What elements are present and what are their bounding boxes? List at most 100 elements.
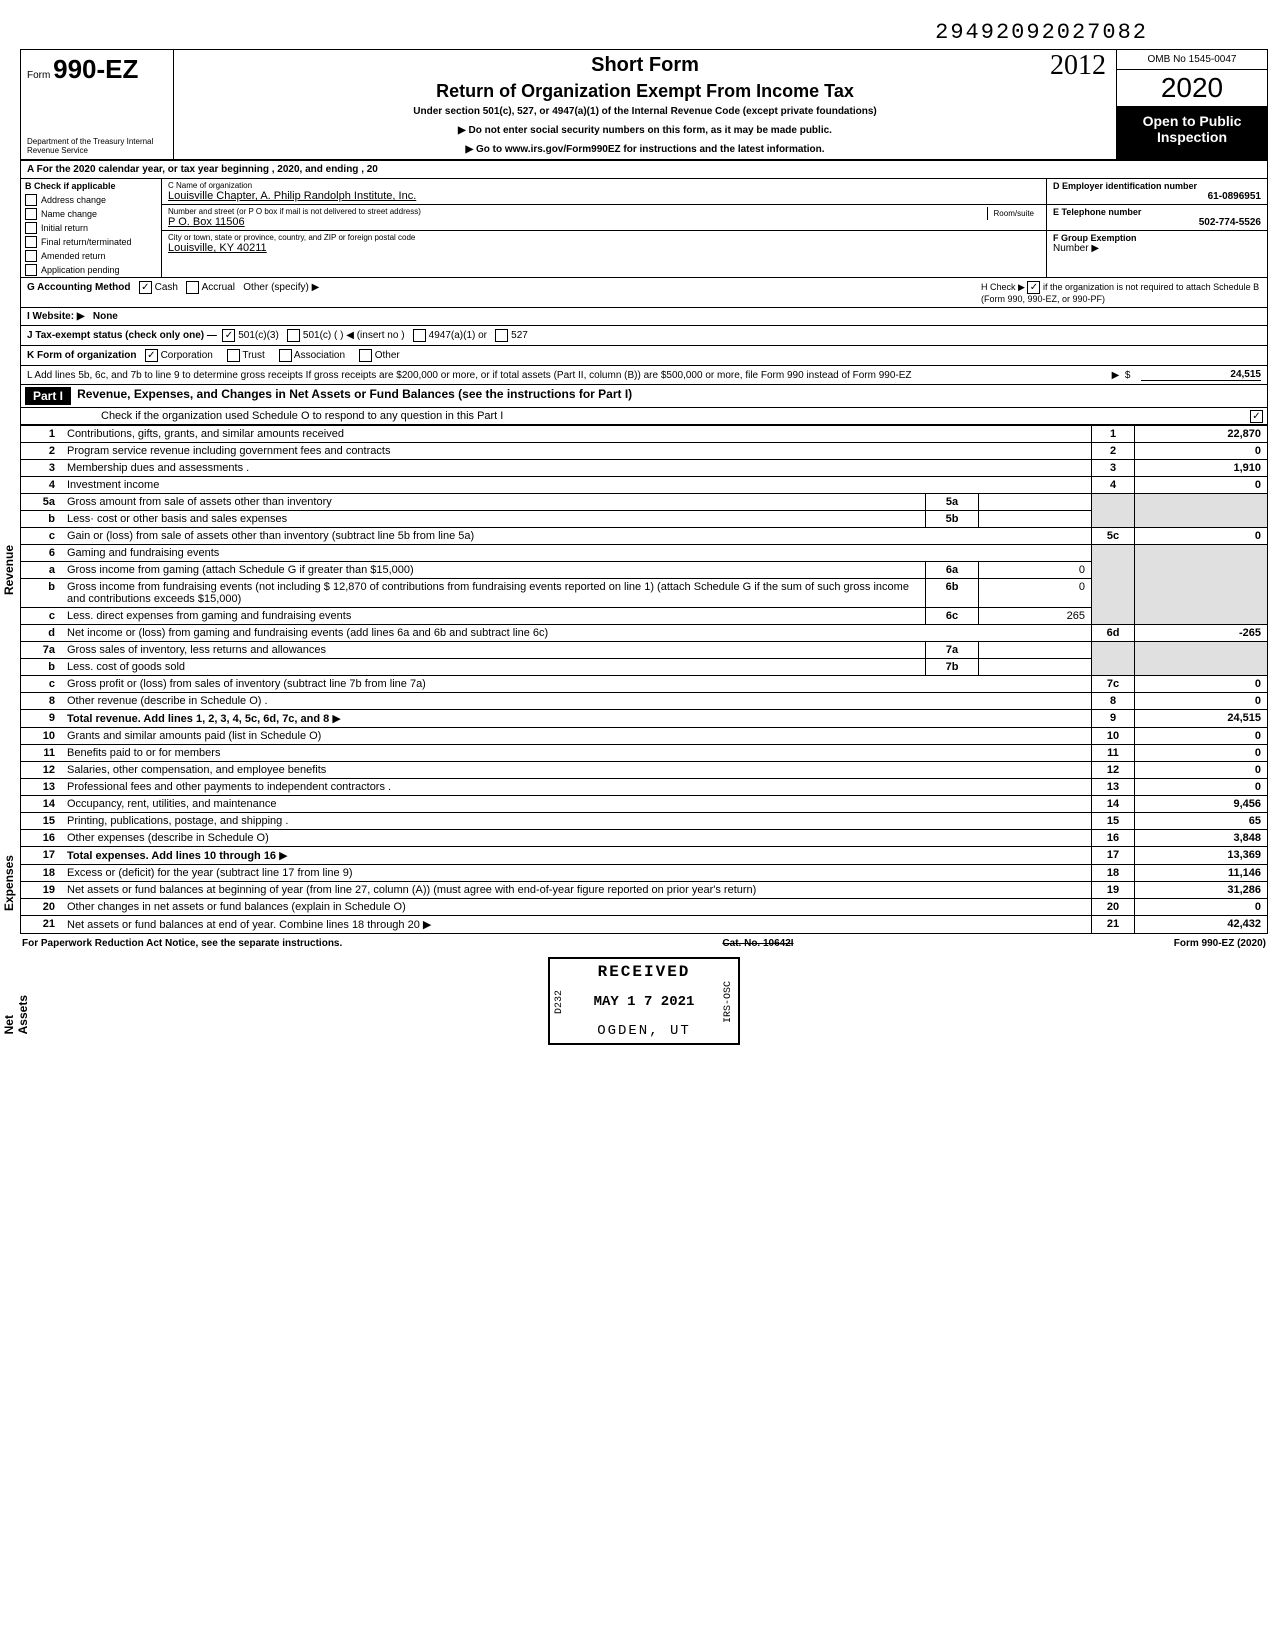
line-6b-no: b bbox=[21, 579, 62, 608]
line-2-desc: Program service revenue including govern… bbox=[61, 443, 1092, 460]
line-7c-box: 7c bbox=[1092, 676, 1135, 693]
line-16-amt: 3,848 bbox=[1135, 830, 1268, 847]
chk-527[interactable] bbox=[495, 329, 508, 342]
line-6d-no: d bbox=[21, 625, 62, 642]
handwritten-year: 2012 bbox=[1050, 50, 1106, 82]
lbl-trust: Trust bbox=[242, 350, 264, 361]
form-header: Form 990-EZ Department of the Treasury I… bbox=[20, 49, 1268, 161]
lbl-4947: 4947(a)(1) or bbox=[429, 330, 487, 341]
line-18-amt: 11,146 bbox=[1135, 865, 1268, 882]
line-1-no: 1 bbox=[21, 426, 62, 443]
lbl-other-org: Other bbox=[375, 350, 400, 361]
chk-address-change[interactable] bbox=[25, 194, 37, 206]
chk-trust[interactable] bbox=[227, 349, 240, 362]
line-11-no: 11 bbox=[21, 745, 62, 762]
phone-label: E Telephone number bbox=[1053, 207, 1261, 217]
line-7a-desc: Gross sales of inventory, less returns a… bbox=[61, 642, 926, 659]
line-11-amt: 0 bbox=[1135, 745, 1268, 762]
line-8-no: 8 bbox=[21, 693, 62, 710]
subtitle: Under section 501(c), 527, or 4947(a)(1)… bbox=[184, 106, 1106, 117]
line-1-box: 1 bbox=[1092, 426, 1135, 443]
line-8-box: 8 bbox=[1092, 693, 1135, 710]
chk-corporation[interactable]: ✓ bbox=[145, 349, 158, 362]
line-17-desc: Total expenses. Add lines 10 through 16 bbox=[67, 850, 276, 862]
row-g-label: G Accounting Method bbox=[27, 282, 131, 293]
chk-schedule-b[interactable]: ✓ bbox=[1027, 281, 1040, 294]
line-5c-amt: 0 bbox=[1135, 528, 1268, 545]
line-4-no: 4 bbox=[21, 477, 62, 494]
line-6-no: 6 bbox=[21, 545, 62, 562]
line-6a-no: a bbox=[21, 562, 62, 579]
phone-value: 502-774-5526 bbox=[1053, 217, 1261, 228]
line-14-no: 14 bbox=[21, 796, 62, 813]
lbl-cash: Cash bbox=[155, 282, 178, 293]
lbl-association: Association bbox=[294, 350, 345, 361]
line-5a-desc: Gross amount from sale of assets other t… bbox=[61, 494, 926, 511]
line-6c-sublbl: 6c bbox=[926, 608, 979, 625]
line-12-box: 12 bbox=[1092, 762, 1135, 779]
ein-label: D Employer identification number bbox=[1053, 181, 1261, 191]
line-13-amt: 0 bbox=[1135, 779, 1268, 796]
line-5c-desc: Gain or (loss) from sale of assets other… bbox=[61, 528, 1092, 545]
line-6c-no: c bbox=[21, 608, 62, 625]
line-7c-amt: 0 bbox=[1135, 676, 1268, 693]
chk-other-org[interactable] bbox=[359, 349, 372, 362]
lbl-initial-return: Initial return bbox=[41, 223, 88, 233]
lbl-527: 527 bbox=[511, 330, 528, 341]
org-name: Louisville Chapter, A. Philip Randolph I… bbox=[168, 190, 1040, 202]
footer-right: Form 990-EZ (2020) bbox=[1174, 938, 1266, 949]
chk-schedule-o[interactable]: ✓ bbox=[1250, 410, 1263, 423]
line-6d-desc: Net income or (loss) from gaming and fun… bbox=[61, 625, 1092, 642]
lbl-amended-return: Amended return bbox=[41, 251, 106, 261]
chk-accrual[interactable] bbox=[186, 281, 199, 294]
line-8-desc: Other revenue (describe in Schedule O) . bbox=[61, 693, 1092, 710]
line-20-no: 20 bbox=[21, 899, 62, 916]
line-7b-desc: Less. cost of goods sold bbox=[61, 659, 926, 676]
line-3-box: 3 bbox=[1092, 460, 1135, 477]
chk-final-return[interactable] bbox=[25, 236, 37, 248]
stamp-side-left: D232 bbox=[554, 990, 565, 1014]
line-3-desc: Membership dues and assessments . bbox=[61, 460, 1092, 477]
title-short: Short Form bbox=[184, 54, 1106, 77]
line-20-box: 20 bbox=[1092, 899, 1135, 916]
line-15-desc: Printing, publications, postage, and shi… bbox=[61, 813, 1092, 830]
line-5c-no: c bbox=[21, 528, 62, 545]
chk-501c[interactable] bbox=[287, 329, 300, 342]
chk-application-pending[interactable] bbox=[25, 264, 37, 276]
line-19-amt: 31,286 bbox=[1135, 882, 1268, 899]
chk-name-change[interactable] bbox=[25, 208, 37, 220]
chk-4947[interactable] bbox=[413, 329, 426, 342]
line-18-box: 18 bbox=[1092, 865, 1135, 882]
name-label: C Name of organization bbox=[168, 181, 1040, 190]
line-7b-sublbl: 7b bbox=[926, 659, 979, 676]
col-b-header: B Check if applicable bbox=[21, 179, 161, 193]
line-4-amt: 0 bbox=[1135, 477, 1268, 494]
line-20-desc: Other changes in net assets or fund bala… bbox=[61, 899, 1092, 916]
line-5c-box: 5c bbox=[1092, 528, 1135, 545]
line-8-amt: 0 bbox=[1135, 693, 1268, 710]
website-value: None bbox=[93, 311, 118, 322]
line-5b-desc: Less· cost or other basis and sales expe… bbox=[61, 511, 926, 528]
instr-2: ▶ Go to www.irs.gov/Form990EZ for instru… bbox=[184, 144, 1106, 155]
line-10-amt: 0 bbox=[1135, 728, 1268, 745]
chk-501c3[interactable]: ✓ bbox=[222, 329, 235, 342]
line-7c-no: c bbox=[21, 676, 62, 693]
lines-table: 1Contributions, gifts, grants, and simil… bbox=[20, 425, 1268, 934]
lbl-corporation: Corporation bbox=[161, 350, 213, 361]
group-exempt-label: F Group Exemption bbox=[1053, 233, 1261, 243]
form-prefix: Form bbox=[27, 70, 50, 81]
lbl-application-pending: Application pending bbox=[41, 265, 120, 275]
line-16-no: 16 bbox=[21, 830, 62, 847]
line-17-no: 17 bbox=[21, 847, 62, 865]
tax-year: 2020 bbox=[1117, 70, 1267, 107]
document-id: 29492092027082 bbox=[20, 20, 1148, 45]
chk-cash[interactable]: ✓ bbox=[139, 281, 152, 294]
line-17-box: 17 bbox=[1092, 847, 1135, 865]
chk-initial-return[interactable] bbox=[25, 222, 37, 234]
line-9-no: 9 bbox=[21, 710, 62, 728]
line-19-box: 19 bbox=[1092, 882, 1135, 899]
line-5a-no: 5a bbox=[21, 494, 62, 511]
chk-amended-return[interactable] bbox=[25, 250, 37, 262]
line-6d-amt: -265 bbox=[1135, 625, 1268, 642]
chk-association[interactable] bbox=[279, 349, 292, 362]
